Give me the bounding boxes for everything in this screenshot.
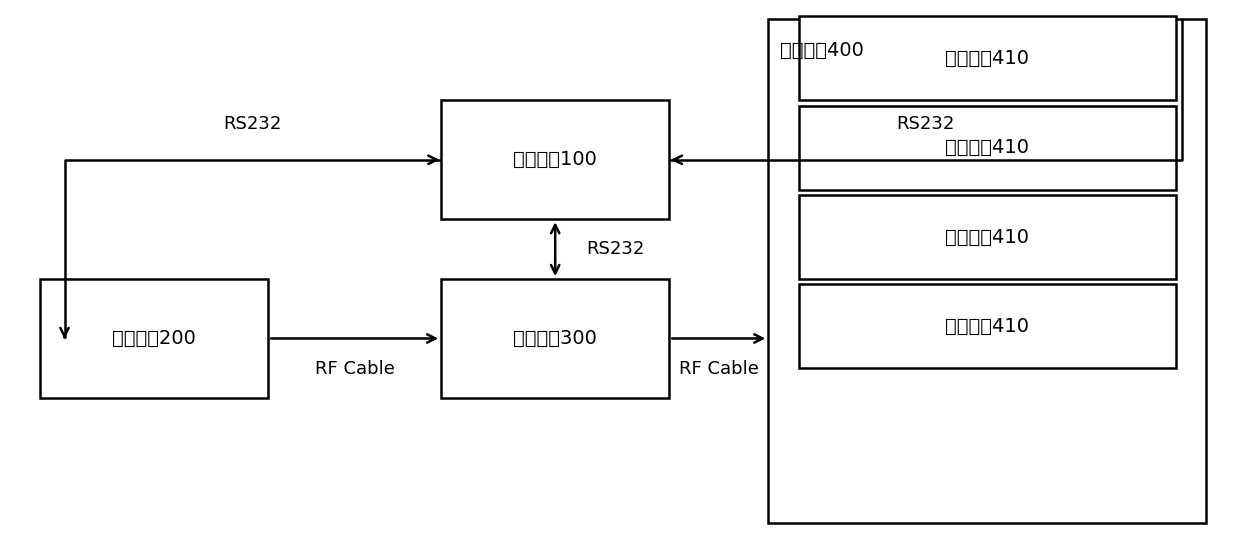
Text: 接收模块400: 接收模块400 (780, 40, 864, 60)
Bar (768, 19, 1207, 522)
Text: RF Cable: RF Cable (678, 360, 759, 378)
Bar (799, 16, 1176, 100)
Text: 待测设备410: 待测设备410 (945, 138, 1029, 157)
Bar (441, 279, 670, 398)
Bar (799, 106, 1176, 190)
Text: 调节模块300: 调节模块300 (513, 329, 598, 348)
Bar (441, 100, 670, 219)
Text: 待测设备410: 待测设备410 (945, 49, 1029, 68)
Bar (799, 195, 1176, 279)
Text: RS232: RS232 (897, 115, 955, 133)
Text: 发射模块200: 发射模块200 (112, 329, 196, 348)
Text: 控制模块100: 控制模块100 (513, 150, 598, 170)
Text: RS232: RS232 (223, 115, 281, 133)
Bar (799, 284, 1176, 368)
Text: 待测设备410: 待测设备410 (945, 228, 1029, 247)
Bar (40, 279, 268, 398)
Text: RS232: RS232 (587, 240, 645, 258)
Text: 待测设备410: 待测设备410 (945, 317, 1029, 336)
Text: RF Cable: RF Cable (315, 360, 394, 378)
